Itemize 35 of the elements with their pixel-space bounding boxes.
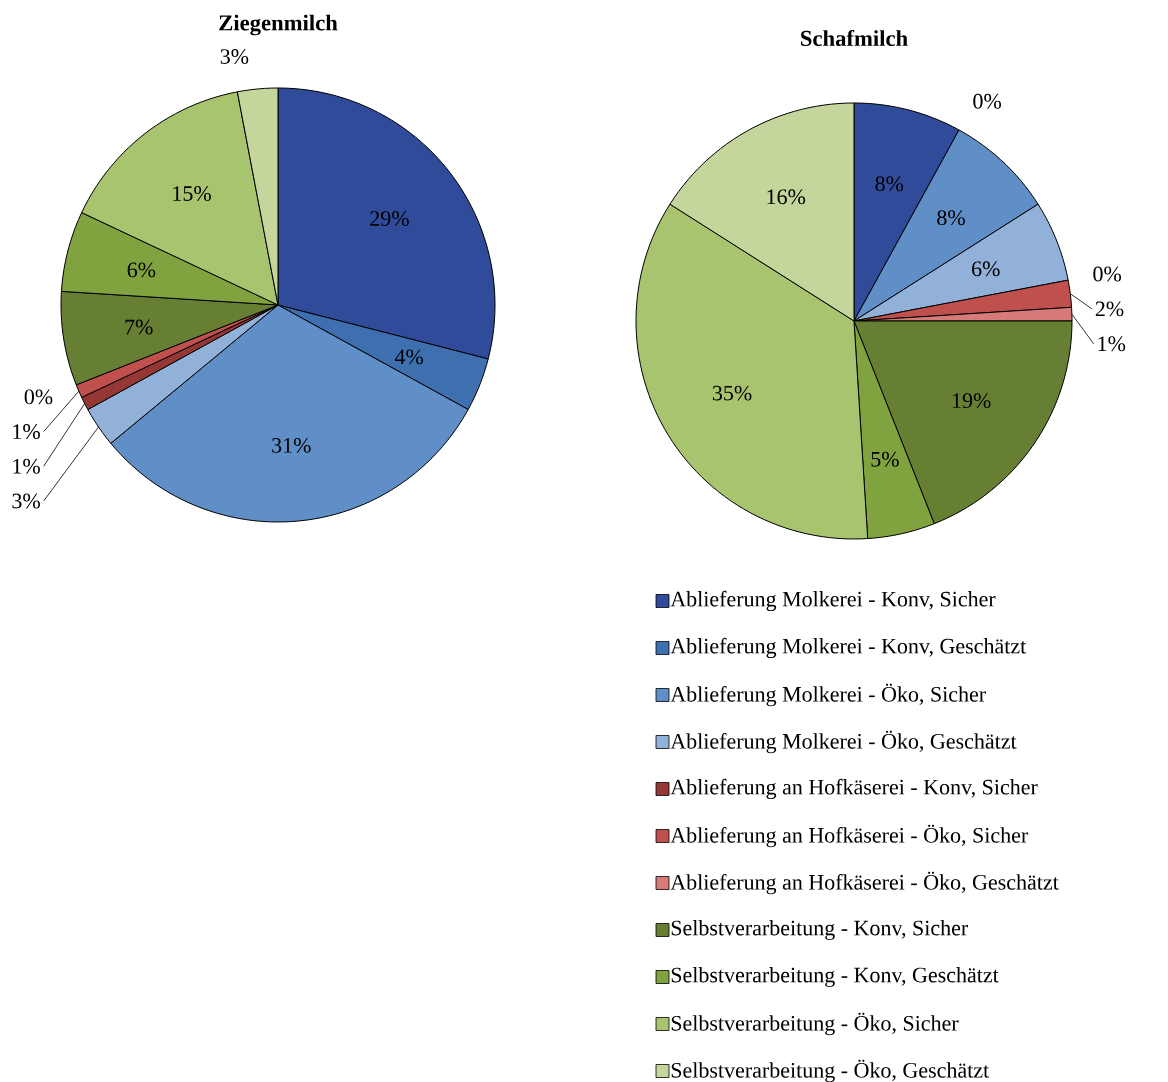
data-label: 31%	[272, 437, 311, 453]
legend-label: Selbstverarbeitung - Konv, Sicher	[671, 919, 969, 940]
data-label: 3%	[12, 493, 40, 509]
data-label: 8%	[937, 210, 965, 226]
data-label: 2%	[1095, 301, 1124, 317]
data-label: 29%	[370, 211, 409, 226]
legend-label: Ablieferung an Hofkäserei - Konv, Sicher	[670, 778, 1038, 800]
data-label: 1%	[13, 424, 40, 440]
legend-label: Ablieferung Molkerei - Konv, Geschätzt	[670, 637, 1027, 659]
data-label: 8%	[875, 176, 904, 192]
legend-label: Ablieferung Molkerei - Konv, Sicher	[670, 590, 996, 612]
data-label: 4%	[394, 349, 424, 365]
data-label: 3%	[220, 49, 249, 65]
data-label: 15%	[173, 186, 211, 201]
data-label: 6%	[127, 262, 156, 278]
data-label: 16%	[767, 189, 806, 205]
chart-title: Ziegenmilch	[219, 14, 338, 36]
legend-label: Ablieferung Molkerei - Öko, Geschätzt	[670, 730, 1017, 754]
legend-label: Selbstverarbeitung - Öko, Geschätzt	[671, 1059, 990, 1082]
data-label: 35%	[712, 385, 752, 401]
legend-label: Selbstverarbeitung - Konv, Geschätzt	[671, 966, 999, 987]
text: 0%	[24, 389, 53, 405]
text: 0%	[1093, 266, 1122, 282]
data-label: 1%	[13, 458, 40, 474]
chart-title: Schafmilch	[801, 29, 908, 47]
text: 0%	[973, 93, 1002, 109]
data-label: 19%	[952, 393, 991, 409]
data-label: 1%	[1098, 336, 1126, 352]
legend-label: Selbstverarbeitung - Öko, Sicher	[671, 1012, 959, 1036]
data-label: 6%	[972, 261, 1000, 277]
legend-label: Ablieferung an Hofkäserei - Öko, Sicher	[670, 824, 1029, 848]
data-label: 7%	[125, 319, 153, 335]
legend-label: Ablieferung an Hofkäserei - Öko, Geschätzt	[670, 871, 1059, 895]
legend-label: Ablieferung Molkerei - Öko, Sicher	[670, 683, 986, 707]
data-label: 5%	[871, 451, 899, 467]
